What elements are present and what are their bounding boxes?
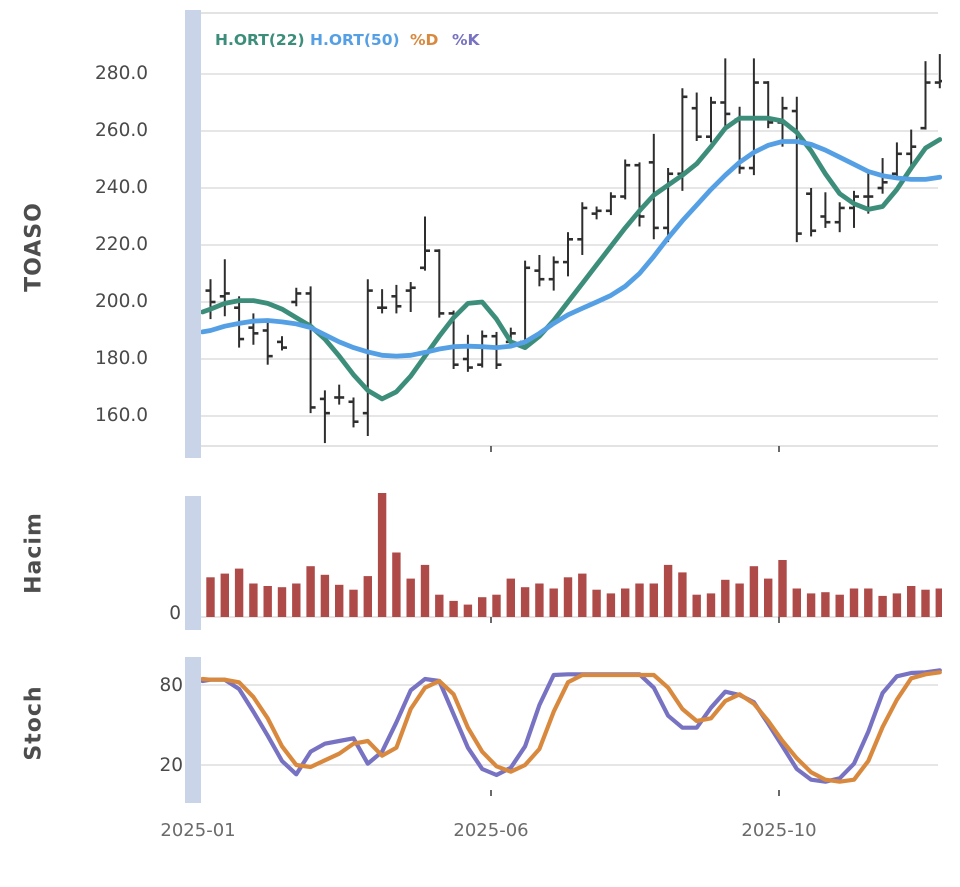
xaxis-label-2025-01: 2025-01 (160, 820, 236, 841)
volume-bar (921, 589, 930, 617)
stoch-d-line (200, 670, 942, 784)
stoch-k-line (200, 668, 942, 784)
volume-bar (663, 564, 673, 617)
legend-item-ma50: H.ORT(50) (310, 31, 400, 49)
price-ytick-160: 160.0 (95, 405, 148, 426)
volume-bar (249, 583, 258, 617)
volume-bar (592, 589, 601, 617)
volume-bar (292, 583, 301, 617)
price-ytick-280: 280.0 (95, 63, 148, 84)
volume-bar (935, 588, 942, 617)
volume-bar (463, 604, 473, 617)
volume-bar (749, 566, 759, 617)
volume-bar (206, 577, 215, 617)
volume-bar (234, 568, 244, 617)
volume-panel-label: Hacim (21, 512, 47, 594)
volume-bar (735, 583, 744, 617)
volume-bar (406, 578, 415, 617)
volume-bar (649, 583, 658, 617)
volume-bar (606, 593, 616, 617)
volume-bar (392, 552, 401, 617)
price-ytick-180: 180.0 (95, 348, 148, 369)
volume-bar (878, 595, 887, 617)
volume-bar (835, 594, 844, 617)
stoch-ytick-80: 80 (159, 675, 183, 696)
volume-bar (849, 588, 859, 617)
volume-bar (520, 587, 530, 617)
volume-bar (506, 578, 515, 617)
volume-bar (706, 593, 716, 617)
volume-bar (892, 593, 902, 617)
volume-bar (821, 592, 830, 617)
volume-bar (721, 579, 730, 617)
price-ytick-260: 260.0 (95, 120, 148, 141)
volume-bar (806, 593, 816, 617)
volume-bar (864, 588, 873, 617)
xaxis-label-2025-10: 2025-10 (741, 820, 817, 841)
plot-series-group (200, 54, 942, 784)
volume-bar (220, 573, 229, 617)
volume-bar (764, 578, 773, 617)
volume-bar (306, 566, 315, 617)
legend-item-pct-k: %K (452, 31, 480, 49)
volume-bar (792, 588, 801, 617)
volume-bar (320, 574, 330, 617)
price-ytick-220: 220.0 (95, 234, 148, 255)
volume-bar (277, 587, 287, 617)
volume-bar (621, 588, 630, 617)
volume-bar (449, 600, 458, 617)
stoch-left-band (185, 657, 201, 803)
legend-item-ma22: H.ORT(22) (215, 31, 305, 49)
volume-bar (478, 597, 487, 617)
volume-bar (563, 577, 573, 617)
price-left-band (185, 10, 201, 458)
xaxis-label-2025-06: 2025-06 (453, 820, 529, 841)
volume-left-band (185, 496, 201, 630)
volume-bar (692, 594, 701, 617)
volume-bar (778, 560, 787, 617)
price-ytick-200: 200.0 (95, 291, 148, 312)
legend-item-pct-d: %D (410, 31, 439, 49)
volume-bar (578, 573, 587, 617)
legend: H.ORT(22) H.ORT(50) %D %K (0, 30, 960, 52)
volume-bar (263, 586, 272, 617)
volume-bar (549, 588, 558, 617)
stoch-ytick-20: 20 (159, 755, 183, 776)
volume-bar (435, 594, 444, 617)
volume-bar (678, 572, 687, 617)
volume-bar (420, 564, 430, 617)
price-ytick-240: 240.0 (95, 177, 148, 198)
volume-bar (635, 583, 644, 617)
volume-bar (492, 594, 501, 617)
ma50-line (200, 139, 942, 359)
ma22-line (200, 115, 942, 402)
volume-bar (907, 586, 916, 617)
volume-bar (377, 493, 387, 617)
volume-ytick-0: 0 (169, 603, 181, 624)
volume-bar (363, 576, 372, 617)
volume-bar (535, 583, 544, 617)
volume-bar (349, 589, 358, 617)
volume-bar (335, 584, 344, 617)
